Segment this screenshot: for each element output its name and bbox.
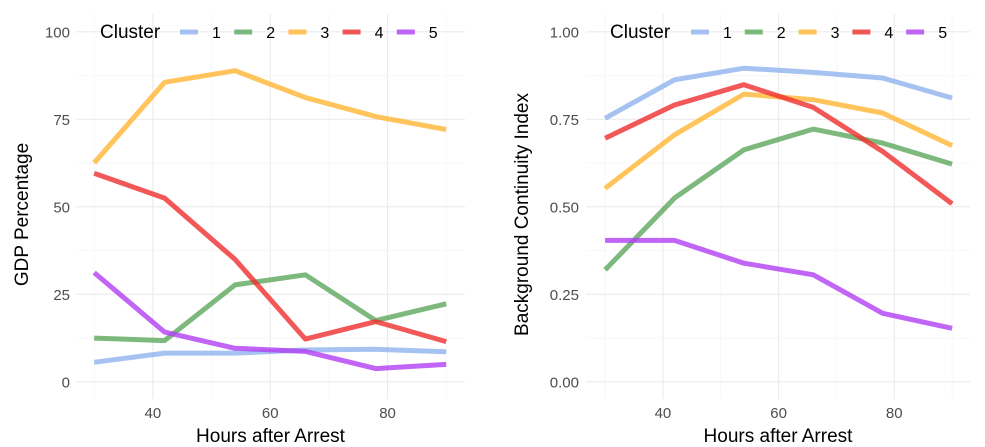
- x-tick-label: 60: [262, 405, 279, 422]
- x-axis-title: Hours after Arrest: [196, 426, 346, 447]
- x-tick-label: 40: [145, 405, 162, 422]
- y-tick-label: 0: [62, 374, 70, 391]
- series-line-cluster-5: [92, 270, 447, 372]
- legend-label-cluster-1: 1: [723, 25, 732, 42]
- series-line-cluster-4: [604, 82, 954, 206]
- y-tick-label: 1.00: [550, 24, 579, 41]
- legend: Cluster 1 2 3 4 5: [100, 22, 438, 43]
- y-tick-label: 0.00: [550, 374, 579, 391]
- x-tick-label: 80: [886, 405, 903, 422]
- legend-title: Cluster: [610, 22, 671, 43]
- x-axis-title: Hours after Arrest: [704, 426, 854, 447]
- series-line-cluster-2: [94, 272, 447, 344]
- y-tick-label: 25: [53, 287, 70, 304]
- y-tick-label: 75: [53, 112, 70, 129]
- y-tick-label: 50: [53, 199, 70, 216]
- y-axis-title: GDP Percentage: [12, 143, 33, 286]
- legend-label-cluster-5: 5: [429, 25, 438, 42]
- legend: Cluster 1 2 3 4 5: [610, 22, 947, 43]
- legend-label-cluster-5: 5: [938, 25, 947, 42]
- series-line-cluster-2: [603, 126, 953, 272]
- background-continuity-panel: 0.00 0.25 0.50 0.75 1.00 40 60 80 Hours after Ar…: [512, 14, 970, 447]
- x-tick-label: 80: [379, 405, 396, 422]
- x-tick-label: 40: [655, 405, 672, 422]
- legend-label-cluster-4: 4: [375, 25, 384, 42]
- legend-label-cluster-2: 2: [266, 25, 275, 42]
- y-tick-label: 100: [45, 24, 70, 41]
- legend-label-cluster-1: 1: [212, 25, 221, 42]
- legend-label-cluster-2: 2: [777, 25, 786, 42]
- series-line-cluster-4: [93, 170, 447, 345]
- legend-label-cluster-4: 4: [884, 25, 893, 42]
- series-line-cluster-3: [92, 68, 447, 165]
- y-tick-label: 0.25: [550, 287, 579, 304]
- y-axis-title: Background Continuity Index: [512, 93, 533, 336]
- legend-title: Cluster: [100, 22, 161, 43]
- y-tick-label: 0.50: [550, 199, 579, 216]
- series-line-cluster-1: [603, 65, 953, 121]
- legend-label-cluster-3: 3: [320, 25, 329, 42]
- legend-label-cluster-3: 3: [831, 25, 840, 42]
- series-line-cluster-5: [605, 237, 953, 331]
- y-tick-label: 0.75: [550, 112, 579, 129]
- x-tick-label: 60: [770, 405, 787, 422]
